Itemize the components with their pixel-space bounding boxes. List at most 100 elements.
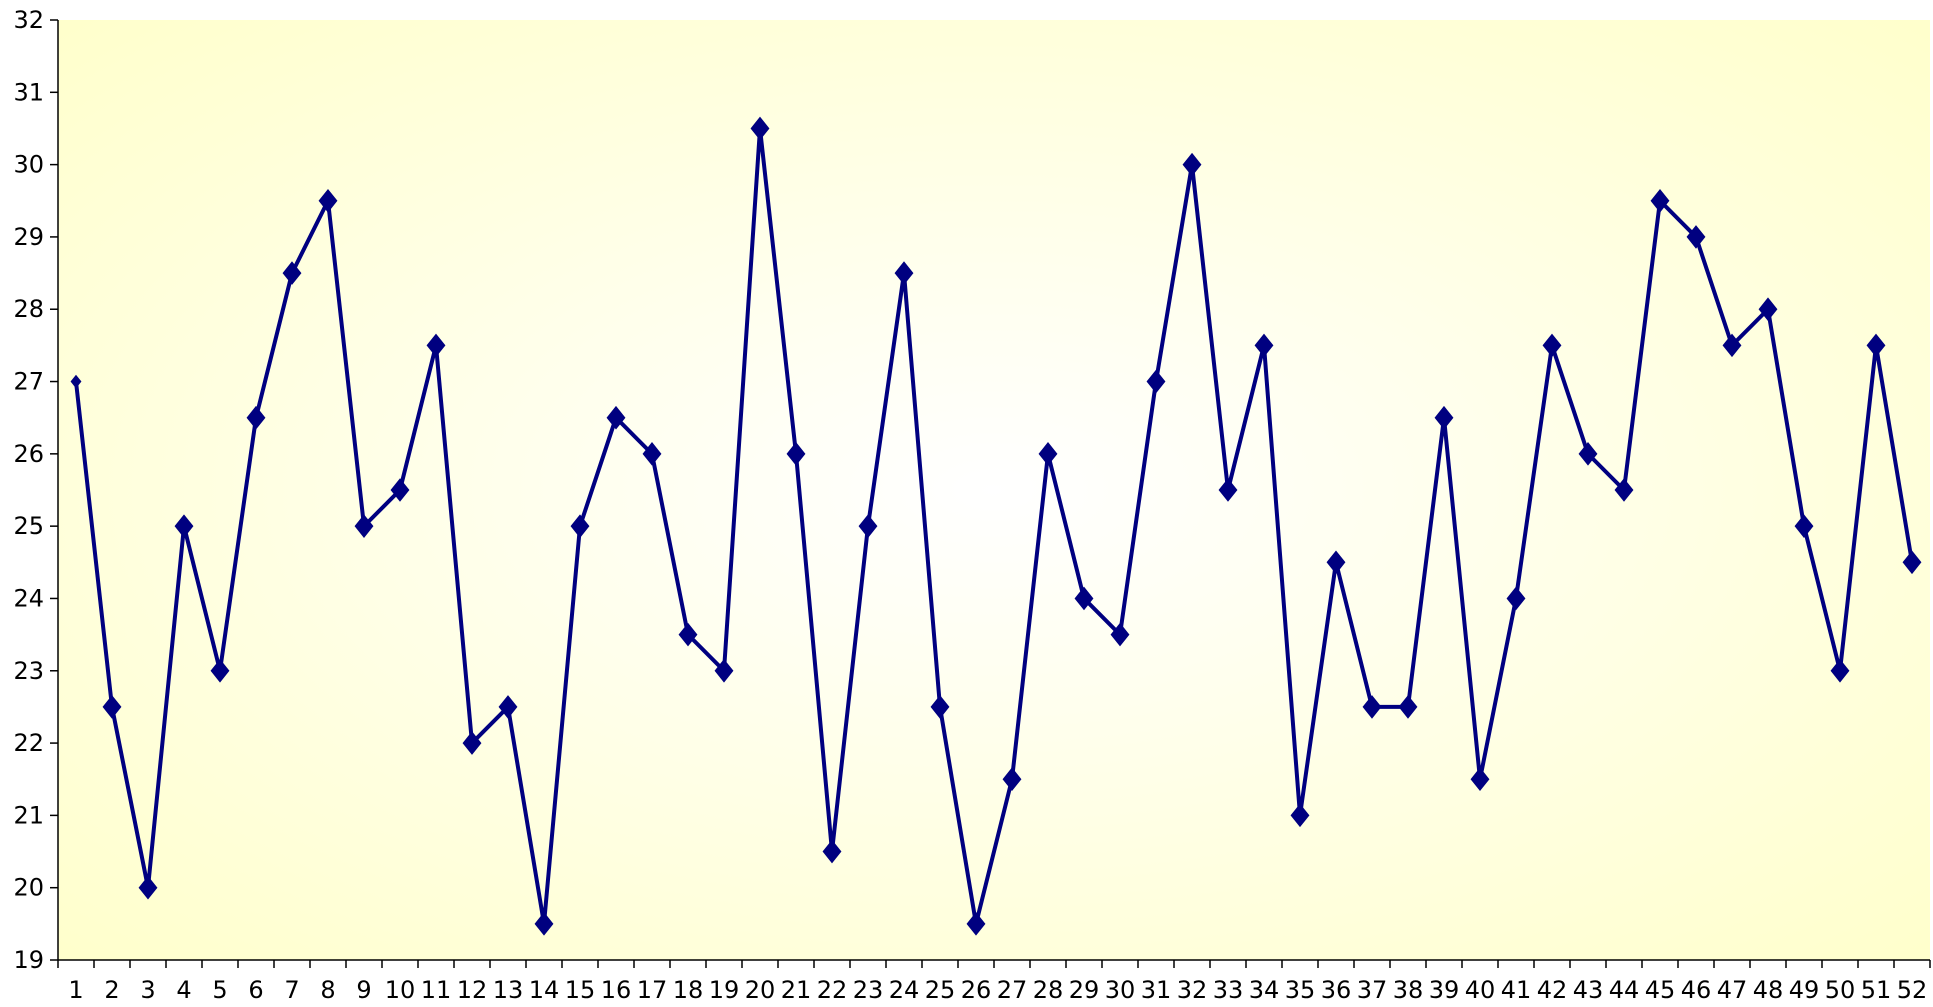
data-point xyxy=(534,912,554,936)
y-axis-ticks: 19 20 21 22 23 24 25 26 27 28 29 30 31 32 xyxy=(13,6,58,974)
data-point xyxy=(1794,514,1814,538)
y-tick-label: 28 xyxy=(13,295,44,323)
data-point xyxy=(282,261,302,285)
y-tick-label: 30 xyxy=(13,151,44,179)
x-tick-label: 20 xyxy=(745,976,776,1004)
x-tick-label: 10 xyxy=(385,976,416,1004)
data-point xyxy=(1146,369,1166,394)
x-tick-label: 40 xyxy=(1465,976,1496,1004)
data-point xyxy=(1650,188,1670,213)
data-point xyxy=(1326,550,1346,575)
data-point xyxy=(1722,333,1742,358)
data-point xyxy=(1758,297,1778,322)
data-point xyxy=(1002,767,1022,792)
data-point xyxy=(750,116,770,141)
x-tick-label: 41 xyxy=(1501,976,1532,1004)
x-tick-label: 46 xyxy=(1681,976,1712,1004)
data-point xyxy=(642,442,662,466)
x-tick-label: 4 xyxy=(176,976,191,1004)
x-tick-label: 38 xyxy=(1393,976,1424,1004)
x-tick-label: 49 xyxy=(1789,976,1820,1004)
y-tick-label: 23 xyxy=(13,657,44,685)
data-point xyxy=(102,695,122,719)
y-tick-label: 25 xyxy=(13,512,44,540)
x-tick-label: 23 xyxy=(853,976,884,1004)
data-point xyxy=(1038,442,1058,466)
x-tick-label: 37 xyxy=(1357,976,1388,1004)
x-tick-label: 9 xyxy=(356,976,371,1004)
x-tick-label: 45 xyxy=(1645,976,1676,1004)
x-tick-label: 32 xyxy=(1177,976,1208,1004)
data-point xyxy=(1254,333,1274,358)
x-tick-label: 30 xyxy=(1105,976,1136,1004)
y-tick-label: 32 xyxy=(13,6,44,34)
x-tick-label: 22 xyxy=(817,976,848,1004)
x-tick-label: 3 xyxy=(140,976,155,1004)
x-tick-label: 25 xyxy=(925,976,956,1004)
x-tick-label: 39 xyxy=(1429,976,1460,1004)
x-tick-label: 13 xyxy=(493,976,524,1004)
x-tick-label: 42 xyxy=(1537,976,1568,1004)
x-tick-label: 7 xyxy=(284,976,299,1004)
data-point xyxy=(1434,405,1454,430)
x-tick-label: 5 xyxy=(212,976,227,1004)
x-tick-label: 24 xyxy=(889,976,920,1004)
x-tick-label: 16 xyxy=(601,976,632,1004)
data-point xyxy=(390,478,410,502)
x-tick-label: 15 xyxy=(565,976,596,1004)
data-point xyxy=(1470,767,1490,792)
data-point xyxy=(174,514,194,538)
data-point xyxy=(966,912,986,936)
x-tick-label: 34 xyxy=(1249,976,1280,1004)
data-point xyxy=(318,188,338,213)
data-point xyxy=(822,839,842,864)
data-point xyxy=(1686,225,1706,249)
data-point xyxy=(714,658,734,683)
x-tick-label: 52 xyxy=(1897,976,1928,1004)
data-point xyxy=(606,405,626,430)
data-point xyxy=(1542,333,1562,358)
data-point xyxy=(1182,152,1202,177)
y-tick-label: 22 xyxy=(13,729,44,757)
x-tick-label: 8 xyxy=(320,976,335,1004)
y-tick-label: 24 xyxy=(13,584,44,612)
data-point xyxy=(1578,442,1598,466)
data-point xyxy=(1074,586,1094,611)
x-tick-label: 50 xyxy=(1825,976,1856,1004)
x-tick-label: 1 xyxy=(68,976,83,1004)
x-tick-label: 33 xyxy=(1213,976,1244,1004)
series-layer xyxy=(70,116,1922,936)
x-tick-label: 36 xyxy=(1321,976,1352,1004)
data-point xyxy=(462,731,482,755)
x-tick-label: 11 xyxy=(421,976,452,1004)
x-tick-label: 12 xyxy=(457,976,488,1004)
data-point xyxy=(354,514,374,538)
x-tick-label: 31 xyxy=(1141,976,1172,1004)
x-tick-label: 27 xyxy=(997,976,1028,1004)
x-tick-label: 19 xyxy=(709,976,740,1004)
data-point xyxy=(930,695,950,719)
x-tick-label: 48 xyxy=(1753,976,1784,1004)
x-tick-label: 51 xyxy=(1861,976,1892,1004)
data-point xyxy=(1398,695,1418,719)
data-point xyxy=(570,514,590,538)
x-tick-label: 35 xyxy=(1285,976,1316,1004)
x-tick-label: 18 xyxy=(673,976,704,1004)
series-line xyxy=(74,126,1914,926)
data-point xyxy=(678,622,698,647)
data-point xyxy=(1362,695,1382,719)
data-point xyxy=(786,442,806,466)
data-point xyxy=(426,333,446,358)
plot-area xyxy=(58,20,1930,960)
data-point xyxy=(498,695,518,719)
data-point xyxy=(210,658,230,683)
data-point xyxy=(1290,803,1310,828)
data-point xyxy=(1902,550,1922,575)
data-point xyxy=(1218,478,1238,502)
x-tick-label: 14 xyxy=(529,976,560,1004)
y-tick-label: 31 xyxy=(13,78,44,106)
data-point xyxy=(1866,333,1886,358)
x-tick-label: 29 xyxy=(1069,976,1100,1004)
x-tick-label: 43 xyxy=(1573,976,1604,1004)
